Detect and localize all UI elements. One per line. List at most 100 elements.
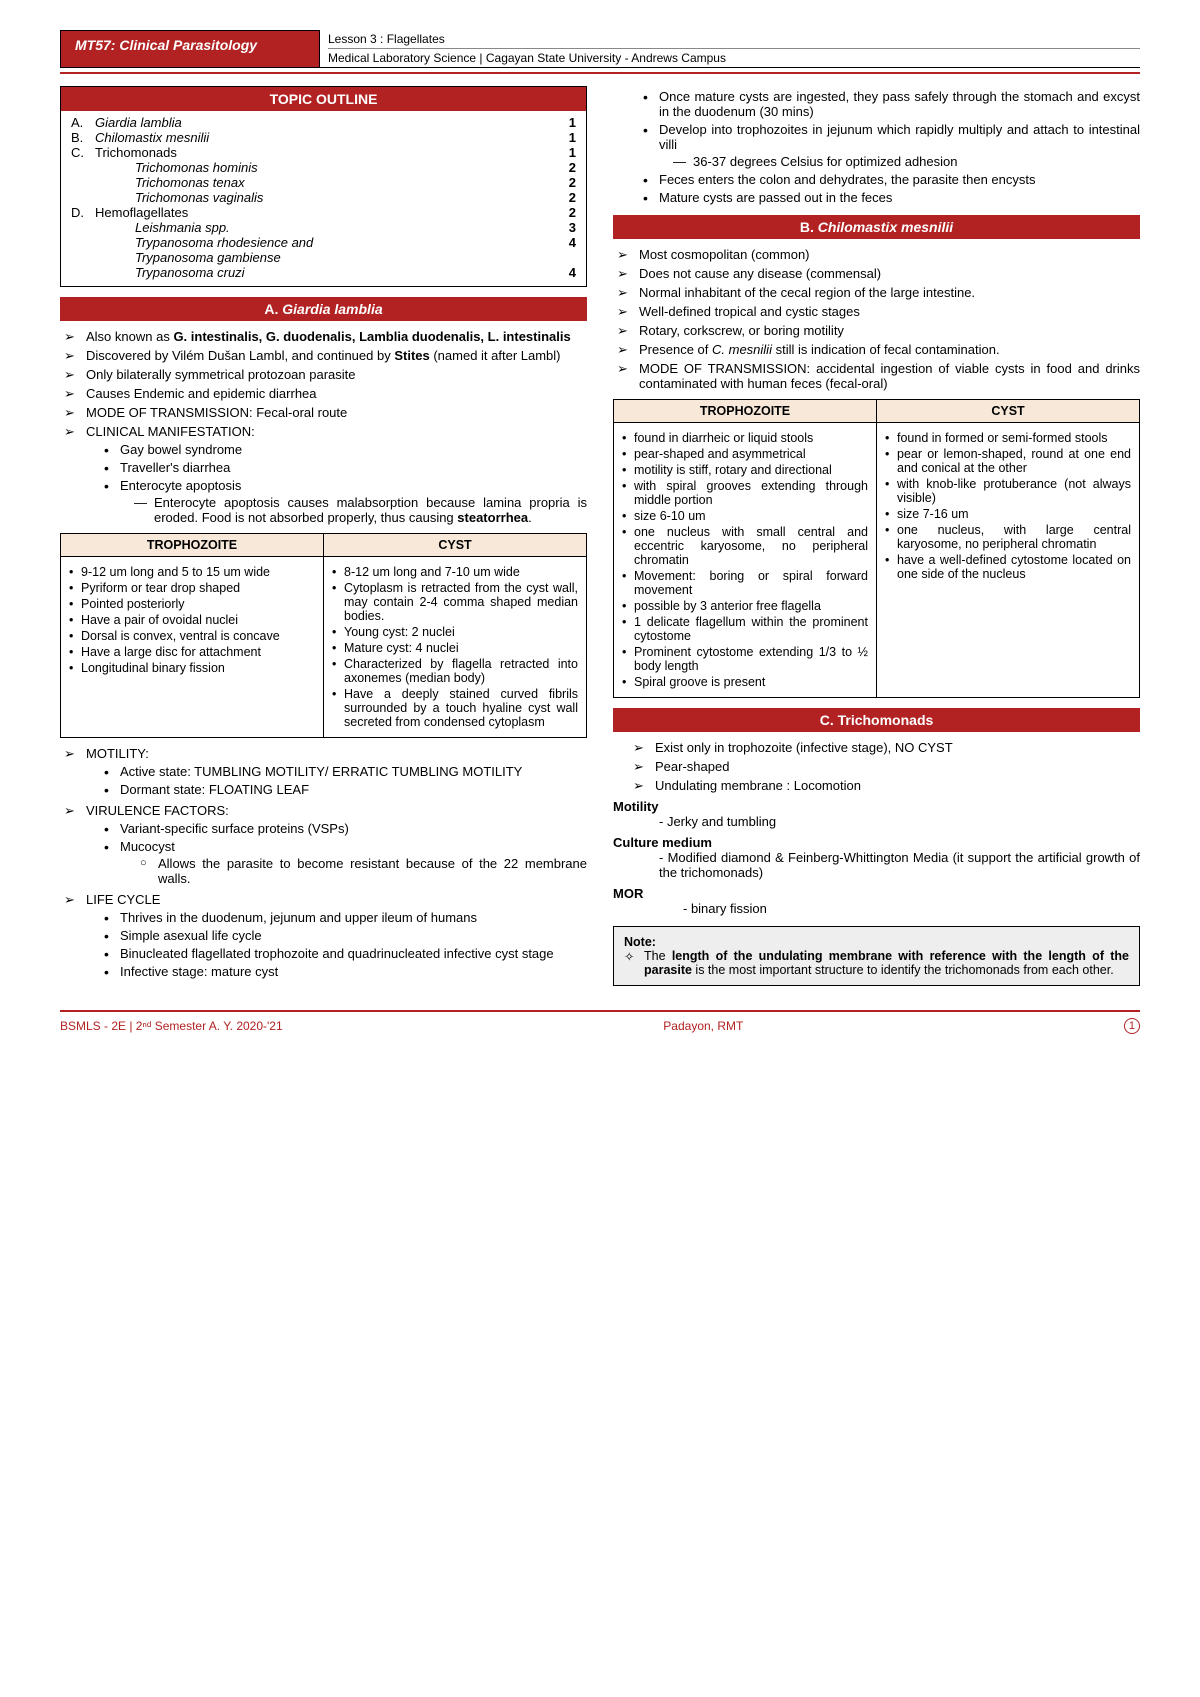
list-item: Thrives in the duodenum, jejunum and upp… bbox=[104, 910, 587, 925]
list-item: Allows the parasite to become resistant … bbox=[140, 856, 587, 886]
list-item: Pear-shaped bbox=[633, 759, 1140, 774]
outline-title: TOPIC OUTLINE bbox=[61, 87, 586, 111]
lifecycle-list: LIFE CYCLE Thrives in the duodenum, jeju… bbox=[60, 892, 587, 979]
list-item: with knob-like protuberance (not always … bbox=[885, 477, 1131, 505]
list-item: Cytoplasm is retracted from the cyst wal… bbox=[332, 581, 578, 623]
th-troph: TROPHOZOITE bbox=[614, 400, 877, 423]
list-item: Have a pair of ovoidal nuclei bbox=[69, 613, 315, 627]
list-item: Also known as G. intestinalis, G. duoden… bbox=[64, 329, 587, 344]
list-item: Undulating membrane : Locomotion bbox=[633, 778, 1140, 793]
list-item: with spiral grooves extending through mi… bbox=[622, 479, 868, 507]
culture-text: - Modified diamond & Feinberg-Whittingto… bbox=[613, 850, 1140, 880]
list-item: Mature cysts are passed out in the feces bbox=[643, 190, 1140, 205]
list-item: MODE OF TRANSMISSION: Fecal-oral route bbox=[64, 405, 587, 420]
list-item: Discovered by Vilém Dušan Lambl, and con… bbox=[64, 348, 587, 363]
th-cyst: CYST bbox=[324, 534, 587, 557]
list-item: Mature cyst: 4 nuclei bbox=[332, 641, 578, 655]
mor-text: - binary fission bbox=[613, 901, 1140, 916]
list-item: 36-37 degrees Celsius for optimized adhe… bbox=[673, 154, 1140, 169]
page-header: MT57: Clinical Parasitology Lesson 3 : F… bbox=[60, 30, 1140, 68]
list-item: Movement: boring or spiral forward movem… bbox=[622, 569, 868, 597]
lesson-line: Lesson 3 : Flagellates bbox=[328, 30, 1140, 48]
list-item: Develop into trophozoites in jejunum whi… bbox=[643, 122, 1140, 169]
list-item: 8-12 um long and 7-10 um wide bbox=[332, 565, 578, 579]
note-box: Note: ✧ The length of the undulating mem… bbox=[613, 926, 1140, 986]
motility-head: Motility bbox=[613, 799, 1140, 814]
dept-line: Medical Laboratory Science | Cagayan Sta… bbox=[328, 48, 1140, 67]
list-item: Rotary, corkscrew, or boring motility bbox=[617, 323, 1140, 338]
list-item: Pointed posteriorly bbox=[69, 597, 315, 611]
motility-text: - Jerky and tumbling bbox=[613, 814, 1140, 829]
list-item: Well-defined tropical and cystic stages bbox=[617, 304, 1140, 319]
section-a-list: Also known as G. intestinalis, G. duoden… bbox=[60, 329, 587, 525]
list-item: Presence of C. mesnilii still is indicat… bbox=[617, 342, 1140, 357]
header-meta: Lesson 3 : Flagellates Medical Laborator… bbox=[320, 30, 1140, 68]
list-item: Prominent cytostome extending 1/3 to ½ b… bbox=[622, 645, 868, 673]
list-item: Simple asexual life cycle bbox=[104, 928, 587, 943]
section-c-list: Exist only in trophozoite (infective sta… bbox=[613, 740, 1140, 793]
section-a-title: Giardia lamblia bbox=[282, 301, 382, 317]
th-cyst: CYST bbox=[877, 400, 1140, 423]
list-item: Gay bowel syndrome bbox=[104, 442, 587, 457]
list-item: Have a deeply stained curved fibrils sur… bbox=[332, 687, 578, 729]
header-rule bbox=[60, 72, 1140, 74]
list-item: found in diarrheic or liquid stools bbox=[622, 431, 868, 445]
list-item: Normal inhabitant of the cecal region of… bbox=[617, 285, 1140, 300]
section-b-list: Most cosmopolitan (common) Does not cause… bbox=[613, 247, 1140, 391]
list-item: VIRULENCE FACTORS: Variant-specific surf… bbox=[64, 803, 587, 886]
list-item: Mucocyst Allows the parasite to become r… bbox=[104, 839, 587, 886]
page-footer: BSMLS - 2E | 2ⁿᵈ Semester A. Y. 2020-'21… bbox=[60, 1010, 1140, 1034]
list-item: Have a large disc for attachment bbox=[69, 645, 315, 659]
list-item: pear or lemon-shaped, round at one end a… bbox=[885, 447, 1131, 475]
section-a-prefix: A. bbox=[264, 301, 282, 317]
list-item: MOTILITY: Active state: TUMBLING MOTILIT… bbox=[64, 746, 587, 797]
footer-mid: Padayon, RMT bbox=[663, 1019, 743, 1033]
list-item: size 7-16 um bbox=[885, 507, 1131, 521]
list-item: 1 delicate flagellum within the prominen… bbox=[622, 615, 868, 643]
virulence-list: VIRULENCE FACTORS: Variant-specific surf… bbox=[60, 803, 587, 886]
topic-outline: TOPIC OUTLINE A.Giardia lamblia1B.Chilom… bbox=[60, 86, 587, 287]
list-item: size 6-10 um bbox=[622, 509, 868, 523]
motility-list: MOTILITY: Active state: TUMBLING MOTILIT… bbox=[60, 746, 587, 797]
th-troph: TROPHOZOITE bbox=[61, 534, 324, 557]
note-body: ✧ The length of the undulating membrane … bbox=[624, 949, 1129, 977]
list-item: have a well-defined cytostome located on… bbox=[885, 553, 1131, 581]
section-b-header: B. Chilomastix mesnilii bbox=[613, 215, 1140, 239]
lifecycle-cont: Once mature cysts are ingested, they pas… bbox=[613, 89, 1140, 205]
list-item: Pyriform or tear drop shaped bbox=[69, 581, 315, 595]
list-item: LIFE CYCLE Thrives in the duodenum, jeju… bbox=[64, 892, 587, 979]
list-item: one nucleus with small central and eccen… bbox=[622, 525, 868, 567]
giardia-table: TROPHOZOITECYST 9-12 um long and 5 to 15… bbox=[60, 533, 587, 738]
section-b-prefix: B. bbox=[800, 219, 818, 235]
list-item: Infective stage: mature cyst bbox=[104, 964, 587, 979]
left-column: TOPIC OUTLINE A.Giardia lamblia1B.Chilom… bbox=[60, 86, 587, 986]
list-item: Does not cause any disease (commensal) bbox=[617, 266, 1140, 281]
footer-left: BSMLS - 2E | 2ⁿᵈ Semester A. Y. 2020-'21 bbox=[60, 1019, 283, 1033]
list-item: pear-shaped and asymmetrical bbox=[622, 447, 868, 461]
section-c-header: C. Trichomonads bbox=[613, 708, 1140, 732]
list-item: Enterocyte apoptosis causes malabsorptio… bbox=[134, 495, 587, 525]
list-item: Enterocyte apoptosis Enterocyte apoptosi… bbox=[104, 478, 587, 525]
right-column: Once mature cysts are ingested, they pas… bbox=[613, 86, 1140, 986]
page-number: 1 bbox=[1124, 1018, 1140, 1034]
list-item: Spiral groove is present bbox=[622, 675, 868, 689]
list-item: Longitudinal binary fission bbox=[69, 661, 315, 675]
list-item: motility is stiff, rotary and directiona… bbox=[622, 463, 868, 477]
note-head: Note: bbox=[624, 935, 1129, 949]
list-item: Traveller's diarrhea bbox=[104, 460, 587, 475]
culture-head: Culture medium bbox=[613, 835, 1140, 850]
list-item: Young cyst: 2 nuclei bbox=[332, 625, 578, 639]
list-item: 9-12 um long and 5 to 15 um wide bbox=[69, 565, 315, 579]
list-item: MODE OF TRANSMISSION: accidental ingesti… bbox=[617, 361, 1140, 391]
list-item: Once mature cysts are ingested, they pas… bbox=[643, 89, 1140, 119]
list-item: Variant-specific surface proteins (VSPs) bbox=[104, 821, 587, 836]
list-item: one nucleus, with large central karyosom… bbox=[885, 523, 1131, 551]
list-item: Exist only in trophozoite (infective sta… bbox=[633, 740, 1140, 755]
footer-right: 1 bbox=[1124, 1018, 1140, 1034]
list-item: Most cosmopolitan (common) bbox=[617, 247, 1140, 262]
list-item: Binucleated flagellated trophozoite and … bbox=[104, 946, 587, 961]
list-item: Feces enters the colon and dehydrates, t… bbox=[643, 172, 1140, 187]
list-item: possible by 3 anterior free flagella bbox=[622, 599, 868, 613]
list-item: Causes Endemic and epidemic diarrhea bbox=[64, 386, 587, 401]
list-item: Dormant state: FLOATING LEAF bbox=[104, 782, 587, 797]
